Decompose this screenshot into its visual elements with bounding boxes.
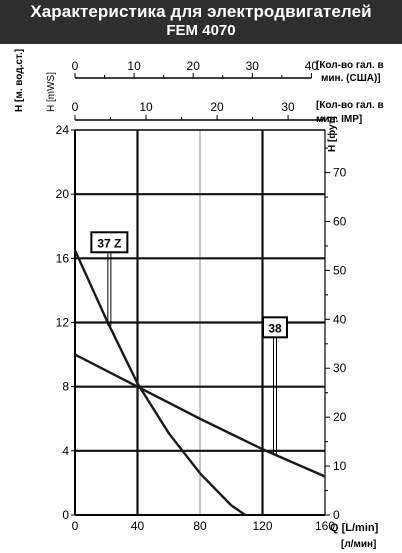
left-inner-axis-label: H [mWS] bbox=[46, 72, 57, 112]
imp-tick-label: 30 bbox=[281, 100, 295, 114]
usa-axis-label-line2: мин. (США)] bbox=[321, 73, 381, 84]
y-tick-label: 20 bbox=[56, 187, 70, 201]
y-tick-label: 8 bbox=[62, 380, 69, 394]
imp-axis-label-line2: мин. IMP] bbox=[316, 114, 362, 125]
x-tick-label: 80 bbox=[193, 519, 207, 533]
ft-tick-label: 50 bbox=[333, 263, 347, 277]
x-tick-label: 0 bbox=[72, 519, 79, 533]
ft-tick-label: 40 bbox=[333, 312, 347, 326]
ft-tick-label: 70 bbox=[333, 166, 347, 180]
ft-tick-label: 60 bbox=[333, 214, 347, 228]
series-label-box bbox=[262, 316, 288, 339]
right-axis-label: H [фут] bbox=[326, 116, 338, 152]
imp-tick-label: 20 bbox=[210, 100, 224, 114]
usa-tick-label: 10 bbox=[127, 59, 141, 73]
x-axis-label: Q [L/min] bbox=[330, 522, 379, 534]
series-label: 37 Z bbox=[97, 236, 121, 250]
chart-subtitle: FEM 4070 bbox=[166, 22, 236, 39]
ft-tick-label: 30 bbox=[333, 361, 347, 375]
series-label: 38 bbox=[268, 321, 282, 335]
series-line-37z bbox=[73, 249, 246, 516]
y-tick-label: 0 bbox=[62, 508, 69, 522]
ft-tick-label: 10 bbox=[333, 459, 347, 473]
imp-axis-label-line1: [Кол-во гал. в bbox=[316, 100, 384, 111]
y-tick-label: 4 bbox=[62, 444, 69, 458]
series-label-box bbox=[90, 231, 129, 254]
chart-header: Характеристика для электродвигателей FEM… bbox=[0, 0, 402, 44]
y-tick-label: 12 bbox=[56, 316, 70, 330]
imp-tick-label: 10 bbox=[139, 100, 153, 114]
imp-tick-label: 0 bbox=[72, 100, 79, 114]
usa-tick-label: 40 bbox=[305, 59, 319, 73]
x-tick-label: 160 bbox=[315, 519, 335, 533]
y-tick-label: 16 bbox=[56, 251, 70, 265]
chart-title: Характеристика для электродвигателей bbox=[30, 2, 372, 21]
x-axis-sublabel: [л/мин] bbox=[341, 539, 376, 550]
x-tick-label: 40 bbox=[131, 519, 145, 533]
usa-tick-label: 20 bbox=[187, 59, 201, 73]
usa-tick-label: 0 bbox=[72, 59, 79, 73]
x-tick-label: 120 bbox=[252, 519, 272, 533]
series-line-38 bbox=[74, 353, 326, 478]
ft-tick-label: 20 bbox=[333, 410, 347, 424]
ft-tick-label: 0 bbox=[333, 508, 340, 522]
y-tick-label: 24 bbox=[56, 123, 70, 137]
usa-tick-label: 30 bbox=[246, 59, 260, 73]
left-outer-axis-label: H [м. вод.ст.] bbox=[14, 49, 25, 112]
usa-axis-label-line1: [Кол-во гал. в bbox=[316, 60, 384, 71]
